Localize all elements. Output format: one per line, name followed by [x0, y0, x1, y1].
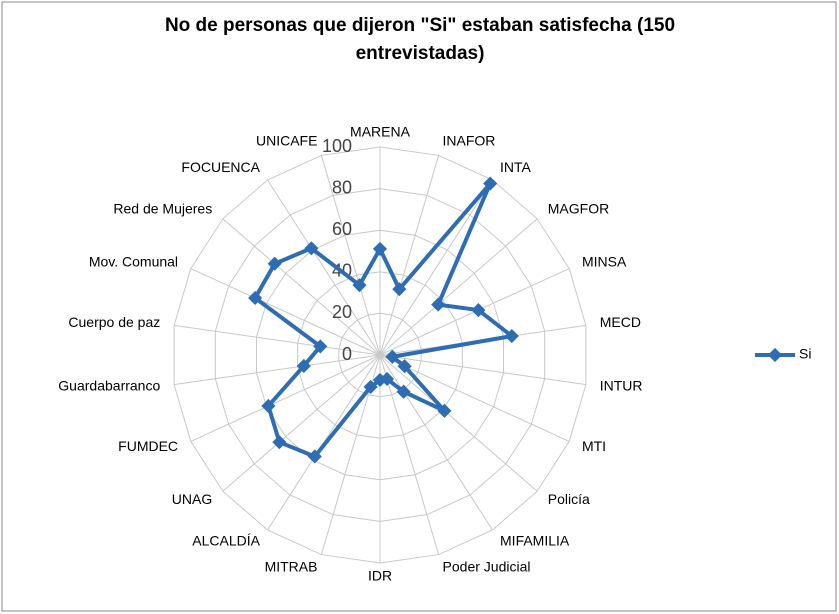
marker [431, 297, 446, 312]
r-tick-label: 20 [332, 302, 352, 322]
category-label: UNAG [172, 491, 212, 507]
marker [313, 339, 328, 354]
grid-ring [173, 146, 587, 564]
marker [385, 349, 400, 364]
category-label: ALCALDÍA [192, 532, 260, 548]
marker [372, 241, 388, 256]
category-label: INTUR [600, 377, 643, 393]
spoke [320, 155, 381, 356]
legend-marker [767, 347, 783, 363]
marker [437, 403, 452, 418]
category-label: INAFOR [443, 133, 496, 149]
category-label: MAGFOR [548, 200, 609, 216]
marker [363, 379, 378, 395]
marker [261, 398, 276, 414]
category-label: Poder Judicial [443, 559, 531, 575]
spoke [379, 354, 570, 442]
spoke [379, 218, 538, 356]
category-label: MTI [582, 438, 606, 454]
marker [504, 328, 519, 344]
grid-ring [297, 271, 463, 439]
spoke [379, 354, 586, 386]
spoke [222, 354, 381, 492]
marker [372, 372, 388, 388]
grid-ring [255, 229, 505, 481]
marker [352, 278, 367, 293]
spoke [379, 354, 493, 531]
category-label: Policía [548, 491, 590, 507]
category-label: UNICAFE [256, 133, 317, 149]
category-label: MITRAB [265, 559, 318, 575]
category-label: IDR [368, 568, 392, 584]
marker [471, 302, 486, 318]
r-tick-label: 80 [332, 177, 352, 197]
chart-title: No de personas que dijeron "Si" estaban … [164, 15, 676, 64]
category-label: Mov. Comunal [89, 253, 178, 269]
spoke [174, 354, 381, 386]
spoke [174, 324, 381, 356]
marker [396, 384, 411, 399]
marker [307, 449, 322, 464]
marker [392, 282, 407, 297]
category-label: INTA [500, 159, 532, 175]
category-label: MARENA [350, 124, 411, 140]
legend-label: Si [799, 346, 811, 362]
category-label: MIFAMILIA [500, 532, 570, 548]
grid-ring [338, 312, 422, 398]
spoke [379, 354, 538, 492]
marker [304, 241, 319, 256]
spoke [379, 179, 493, 356]
spoke [379, 155, 440, 356]
marker [248, 290, 263, 306]
category-label: Guardabarranco [58, 377, 160, 393]
spoke [190, 354, 381, 442]
spoke [222, 218, 381, 356]
category-label: FUMDEC [118, 438, 178, 454]
marker [397, 359, 412, 374]
marker [267, 256, 282, 271]
category-label: MINSA [582, 253, 627, 269]
spoke [379, 354, 440, 555]
category-label: Red de Mujeres [113, 200, 212, 216]
category-label: FOCUENCA [181, 159, 260, 175]
marker [272, 435, 287, 450]
r-tick-label: 0 [342, 344, 352, 364]
marker [483, 176, 498, 191]
category-label: MECD [600, 314, 641, 330]
spoke [267, 179, 381, 356]
spoke [190, 268, 381, 356]
r-tick-label: 100 [322, 136, 352, 156]
category-label: Cuerpo de paz [68, 314, 160, 330]
grid-ring [214, 188, 546, 522]
marker [296, 358, 311, 374]
r-tick-label: 60 [332, 219, 352, 239]
